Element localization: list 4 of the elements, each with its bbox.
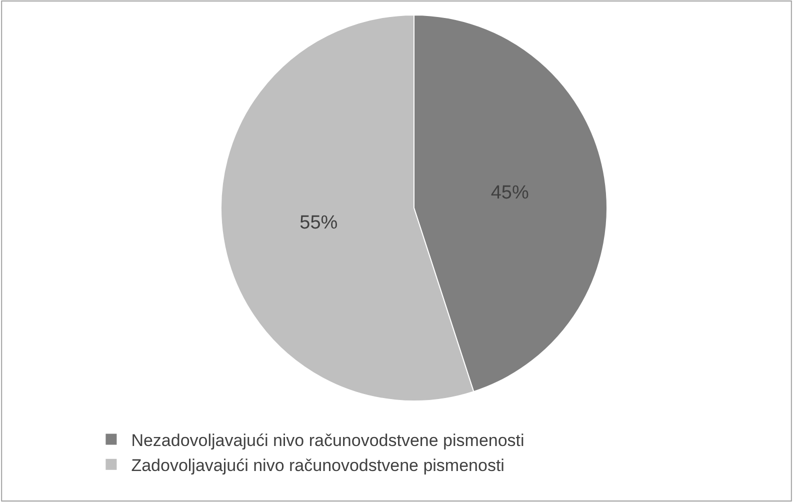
data-label: 45%	[490, 182, 529, 204]
legend-label: Zadovoljavajući nivo računovodstvene pismenosti	[131, 456, 504, 475]
data-label: 55%	[300, 212, 338, 234]
legend-label: Nezadovoljavajući nivo računovodstvene pismenosti	[131, 430, 524, 450]
